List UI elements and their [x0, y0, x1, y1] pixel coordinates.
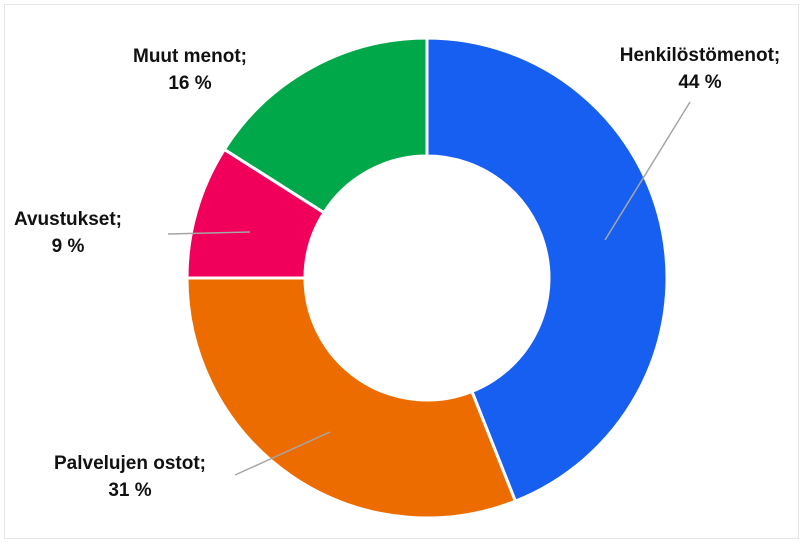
category-label: Muut menot; [133, 46, 247, 67]
category-label: Henkilöstömenot; [620, 45, 780, 66]
donut-segment [222, 36, 429, 215]
category-label: Palvelujen ostot; [54, 453, 206, 474]
value-label: 44 % [678, 72, 721, 93]
leader-line [167, 231, 251, 235]
value-label: 9 % [52, 236, 85, 257]
donut-segment [425, 36, 669, 504]
donut-segment [185, 276, 518, 520]
value-label: 31 % [108, 480, 151, 501]
value-label: 16 % [168, 73, 211, 94]
leader-line [604, 101, 691, 241]
leader-line [234, 431, 331, 476]
category-label: Avustukset; [14, 209, 122, 230]
